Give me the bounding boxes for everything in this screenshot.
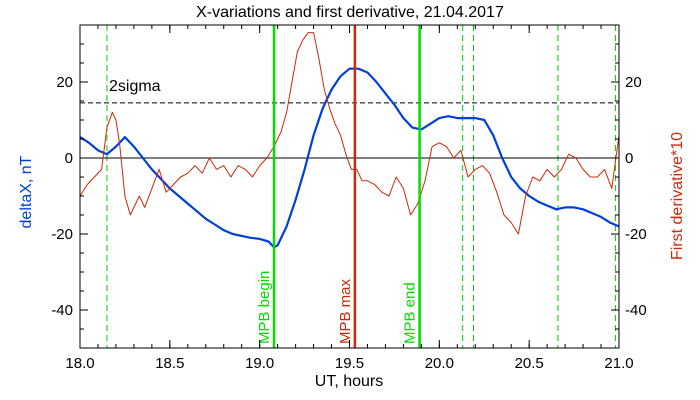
x-tick-label-5: 20.5: [515, 355, 544, 372]
x-tick-label-0: 18.0: [65, 355, 94, 372]
y-tick-label-right-3: 20: [625, 74, 642, 91]
y-axis-right-label: First derivative*10: [669, 132, 686, 260]
mpb-label-0: MPB begin: [256, 271, 273, 344]
series-line-derivative: [79, 32, 620, 235]
x-tick-label-6: 21.0: [604, 355, 633, 372]
x-tick-label-3: 19.5: [335, 355, 364, 372]
mpb-label-2: MPB end: [402, 282, 419, 344]
y-axis-left-label: deltaX, nT: [18, 155, 35, 228]
y-tick-label-right-0: -40: [625, 302, 647, 319]
y-tick-label-right-2: 0: [625, 150, 633, 167]
y-tick-label-left-0: -40: [51, 302, 73, 319]
chart-title: X-variations and first derivative, 21.04…: [196, 4, 504, 21]
x-tick-label-1: 18.5: [155, 355, 184, 372]
x-tick-label-2: 19.0: [245, 355, 274, 372]
y-tick-label-left-2: 0: [65, 150, 73, 167]
plot-area: MPB begin MPB max MPB end 18.0 18.5 19.0 19.5 2…: [51, 24, 647, 372]
x-axis-label: UT, hours: [315, 373, 383, 390]
x-tick-label-4: 20.0: [425, 355, 454, 372]
y-tick-label-left-1: -20: [51, 226, 73, 243]
y-tick-label-left-3: 20: [56, 74, 73, 91]
mpb-label-1: MPB max: [337, 278, 354, 344]
plot-frame: [79, 24, 620, 349]
threshold-label: 2sigma: [109, 78, 161, 95]
series-line-deltaX: [79, 67, 620, 249]
y-tick-label-right-1: -20: [625, 226, 647, 243]
